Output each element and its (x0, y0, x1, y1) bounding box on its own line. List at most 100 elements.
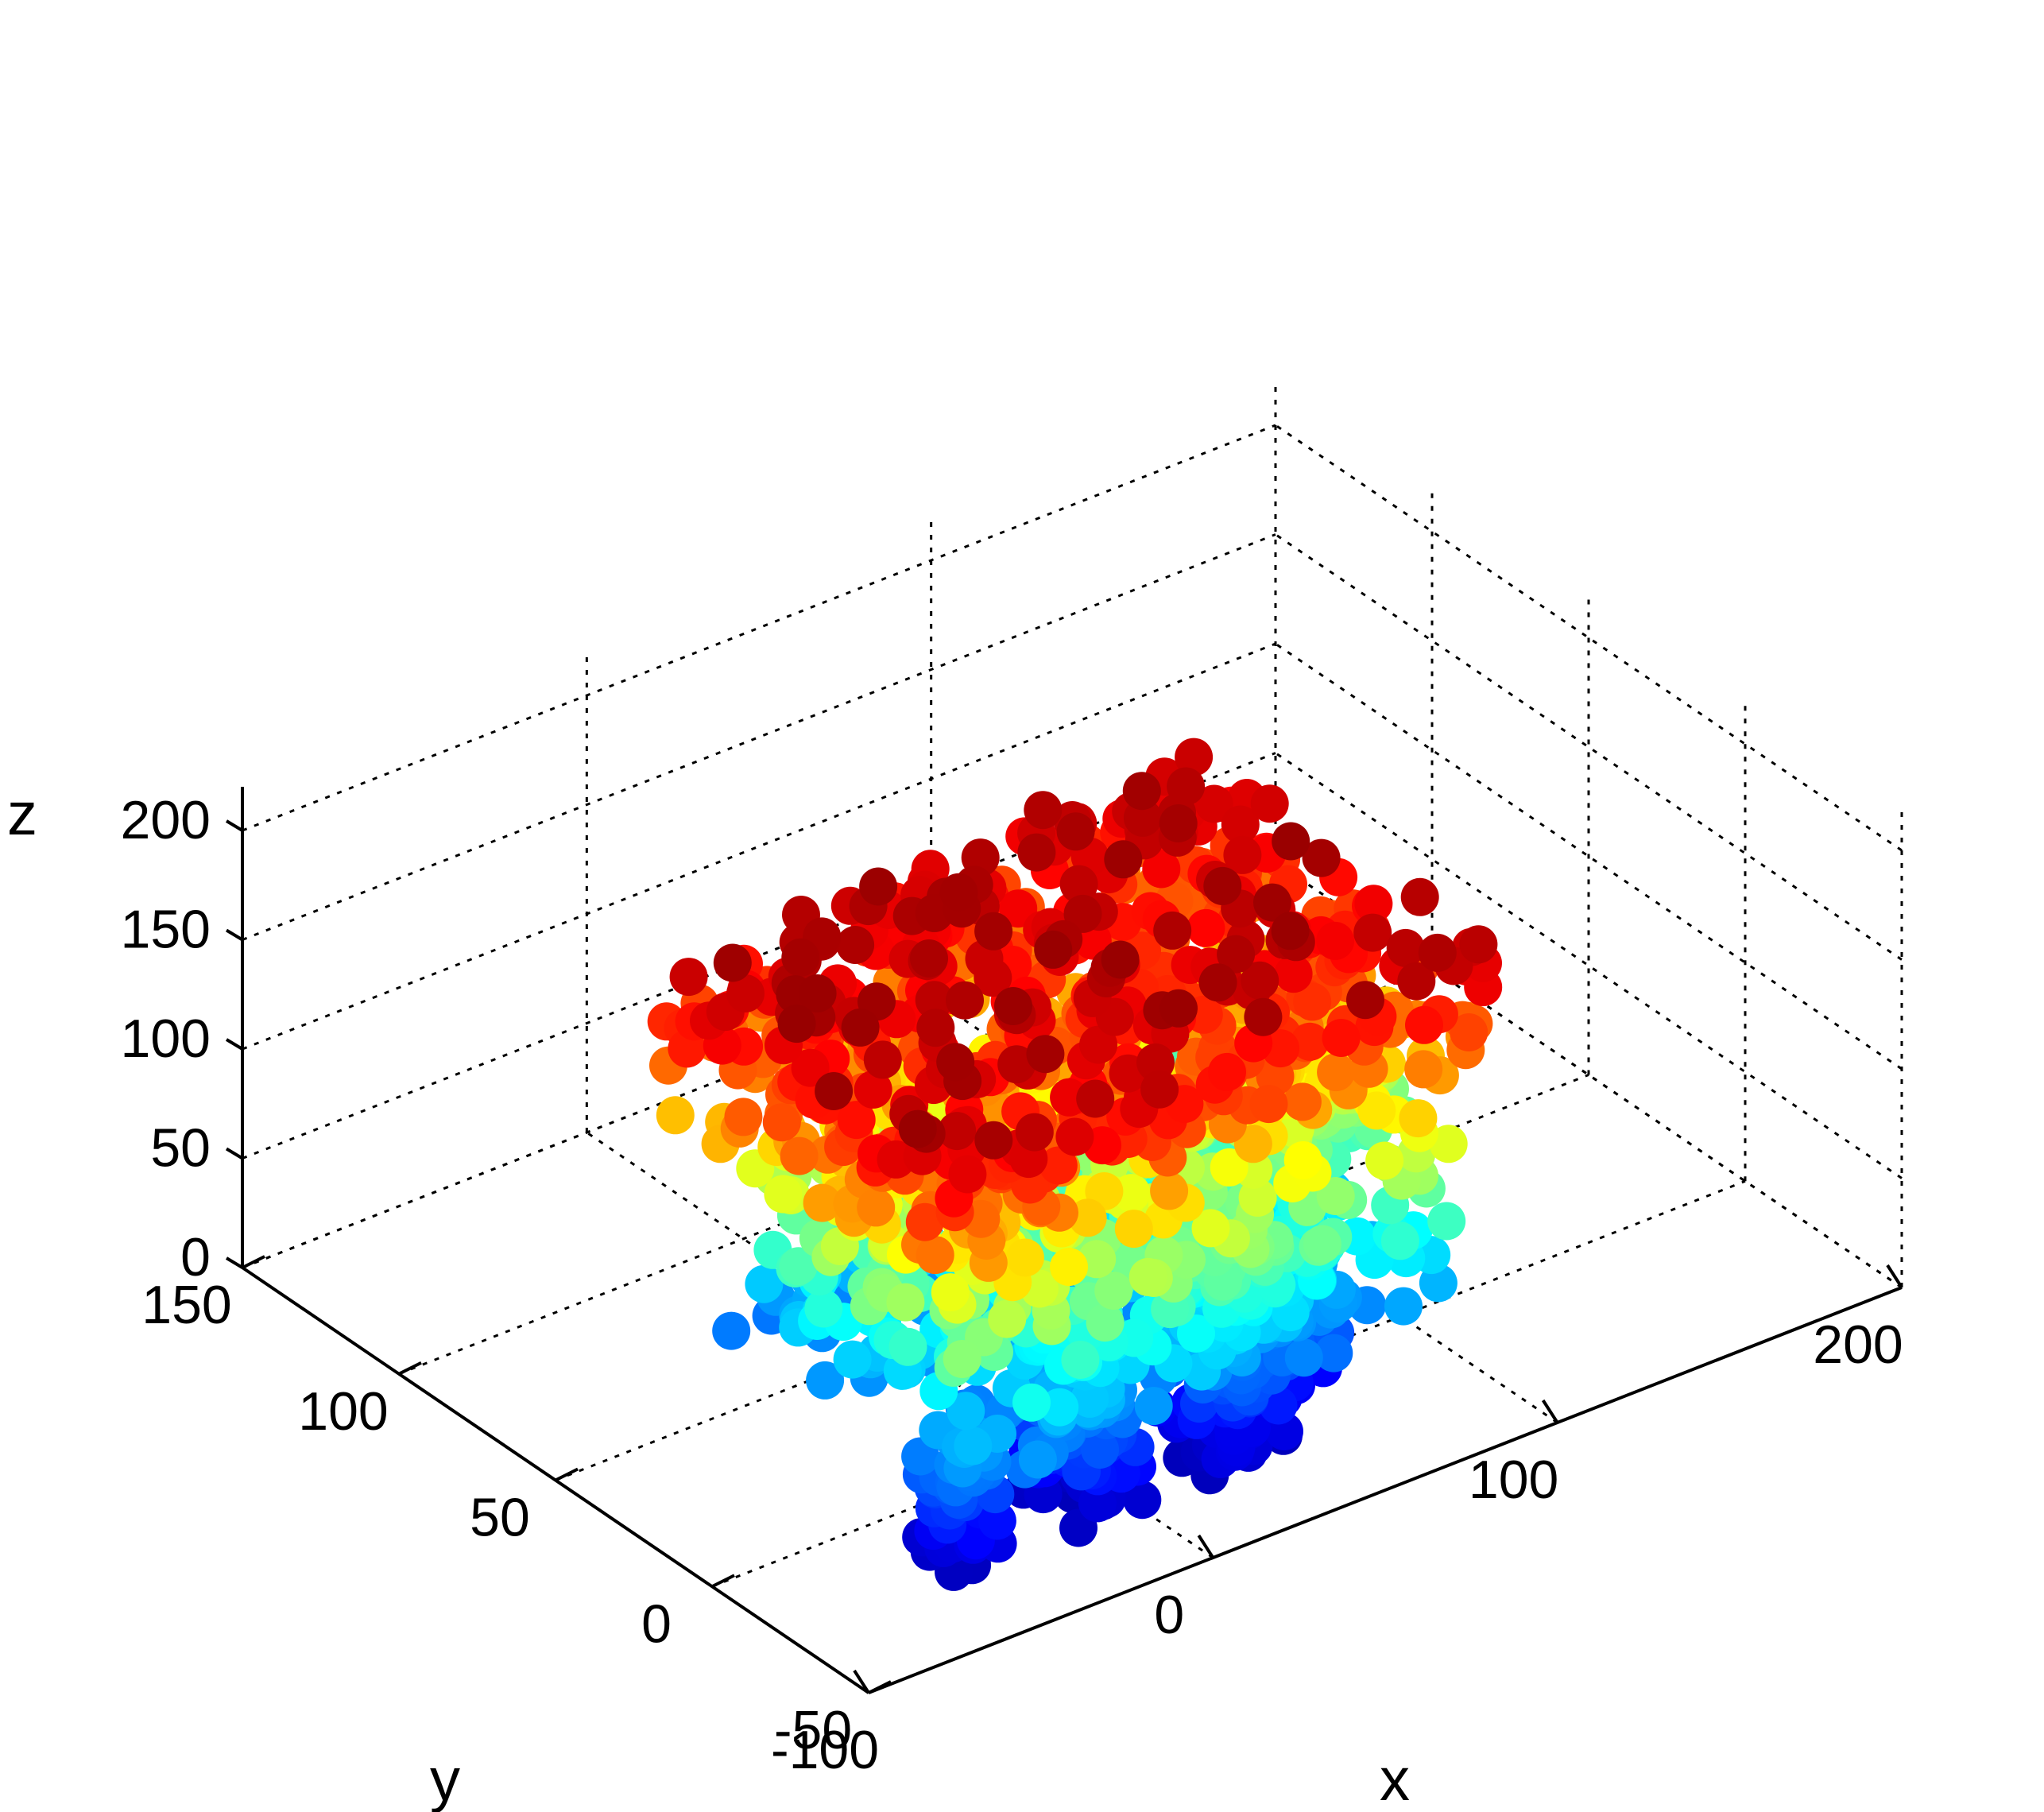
data-point (1034, 930, 1073, 969)
data-point (1210, 1148, 1248, 1187)
data-point (857, 1188, 896, 1227)
data-point (1101, 940, 1140, 979)
z-tick-label: 0 (180, 1227, 211, 1287)
z-tick-label: 200 (121, 790, 211, 850)
data-point (1397, 962, 1436, 1001)
data-point (1055, 1117, 1094, 1156)
data-point (974, 912, 1013, 951)
z-tick-label: 50 (150, 1118, 211, 1179)
data-point (1012, 1383, 1051, 1422)
data-point (1272, 822, 1310, 861)
data-point (1059, 865, 1098, 904)
data-point (1459, 925, 1498, 964)
data-point (713, 943, 752, 982)
data-point (1404, 1050, 1443, 1089)
data-point (1081, 1431, 1120, 1469)
data-point (669, 958, 708, 997)
data-point (936, 1043, 975, 1082)
data-point (780, 1136, 819, 1175)
data-point (1353, 913, 1392, 952)
data-point (1194, 784, 1233, 823)
data-point (994, 987, 1032, 1025)
data-point (1405, 1005, 1443, 1044)
data-point (931, 1273, 970, 1312)
data-point (1241, 961, 1279, 1000)
data-point (1140, 1070, 1179, 1109)
data-point (1293, 982, 1332, 1021)
data-point (1238, 1178, 1277, 1217)
data-point (1322, 1019, 1361, 1057)
data-point (1017, 833, 1056, 872)
data-point (1187, 908, 1225, 947)
data-point (1134, 1387, 1173, 1426)
y-tick-label: 150 (141, 1275, 231, 1335)
data-point (836, 926, 875, 964)
data-point (997, 1045, 1036, 1084)
data-point (656, 1096, 695, 1135)
data-point (946, 981, 984, 1020)
data-point (1283, 1082, 1322, 1121)
data-point (898, 1109, 937, 1148)
data-point (1314, 1334, 1353, 1373)
y-tick-mark (555, 1467, 579, 1482)
data-point (712, 1311, 751, 1350)
data-point (1271, 912, 1310, 951)
data-point (916, 1236, 954, 1275)
x-axis-line (868, 1286, 1903, 1694)
data-point (837, 1101, 876, 1140)
data-point (803, 1183, 842, 1222)
y-tick-label: -50 (774, 1700, 852, 1760)
data-point (1068, 1198, 1107, 1237)
data-point (1076, 1079, 1115, 1118)
z-tick-label: 100 (121, 1009, 211, 1069)
data-point (833, 1340, 872, 1379)
data-point (1167, 767, 1206, 806)
data-point (1094, 1272, 1133, 1310)
data-point (815, 1072, 854, 1110)
data-point (1400, 877, 1439, 916)
data-point (777, 1005, 816, 1043)
x-tick-label: 200 (1813, 1314, 1903, 1375)
data-point (1018, 1440, 1057, 1479)
y-axis-label: y (430, 1746, 460, 1812)
data-point (947, 1392, 985, 1431)
data-point (745, 1264, 784, 1303)
data-point (1249, 1085, 1288, 1124)
data-point (1386, 928, 1425, 967)
data-point (726, 974, 765, 1012)
data-point (1283, 1141, 1322, 1179)
y-tick-label: 50 (470, 1488, 530, 1548)
data-point (1250, 784, 1289, 823)
z-tick-mark (225, 928, 244, 942)
data-point (1039, 1146, 1078, 1185)
data-point (1112, 1174, 1151, 1213)
data-point (859, 867, 898, 906)
data-point (1302, 838, 1341, 877)
data-points (647, 738, 1503, 1591)
data-point (1005, 1238, 1044, 1277)
data-point (939, 873, 978, 912)
data-point (781, 938, 820, 977)
x-axis-label: x (1380, 1746, 1410, 1812)
x-tick-mark (1886, 1264, 1903, 1289)
data-point (804, 1289, 843, 1328)
data-point (1208, 1052, 1246, 1091)
x-tick-label: 100 (1469, 1450, 1558, 1510)
data-point (1191, 1209, 1230, 1248)
data-point (1284, 1338, 1323, 1377)
data-point (1078, 1484, 1117, 1523)
data-point (779, 1247, 818, 1286)
data-point (1079, 1025, 1118, 1064)
data-point (1104, 840, 1143, 879)
data-point (1380, 1222, 1419, 1260)
z-tick-mark (225, 1256, 244, 1269)
data-point (806, 1361, 845, 1400)
data-point (1316, 921, 1355, 960)
data-point (1159, 804, 1198, 842)
data-point (724, 1098, 763, 1136)
z-axis-label: z (7, 780, 37, 848)
axes (225, 787, 1903, 1694)
data-point (1399, 1099, 1438, 1138)
data-point (1175, 738, 1214, 776)
